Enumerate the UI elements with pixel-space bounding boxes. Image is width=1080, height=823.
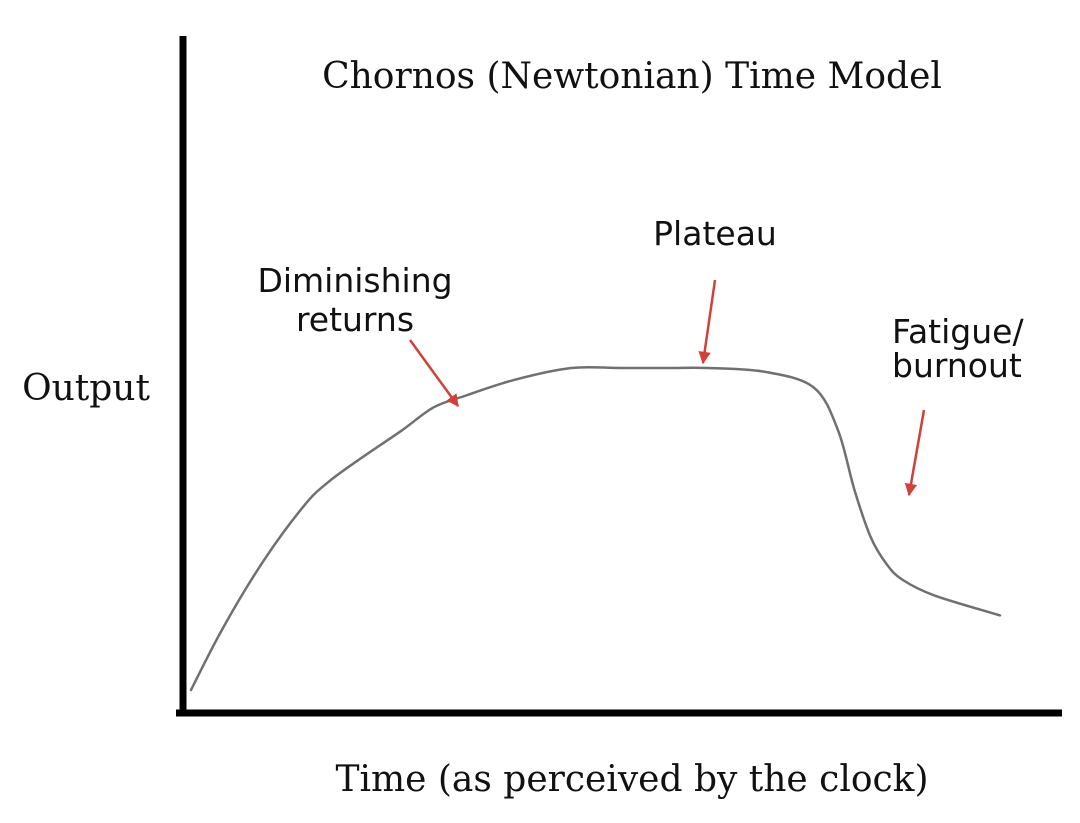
y-axis-label: Output [22,368,150,409]
annotation-line: returns [296,300,414,339]
annotation-label: Fatigue/burnout [892,312,1024,385]
series-line [189,365,1002,692]
annotation-label: Diminishing returns [257,261,452,339]
annotation-line: burnout [892,346,1022,385]
annotation-arrow [698,279,717,365]
chart-title: Chornos (Newtonian) Time Model [322,56,942,97]
annotation-line: Plateau [653,214,777,253]
annotation-line: Diminishing [257,261,452,300]
x-axis-label: Time (as perceived by the clock) [335,759,928,800]
annotation-line: Fatigue/ [892,312,1024,351]
annotation-arrow [904,409,926,497]
annotation-arrow [408,339,460,408]
annotation-label: Plateau [653,214,777,253]
annotations-group: Diminishing returns Plateau Fatigue/burnout [257,214,1024,497]
